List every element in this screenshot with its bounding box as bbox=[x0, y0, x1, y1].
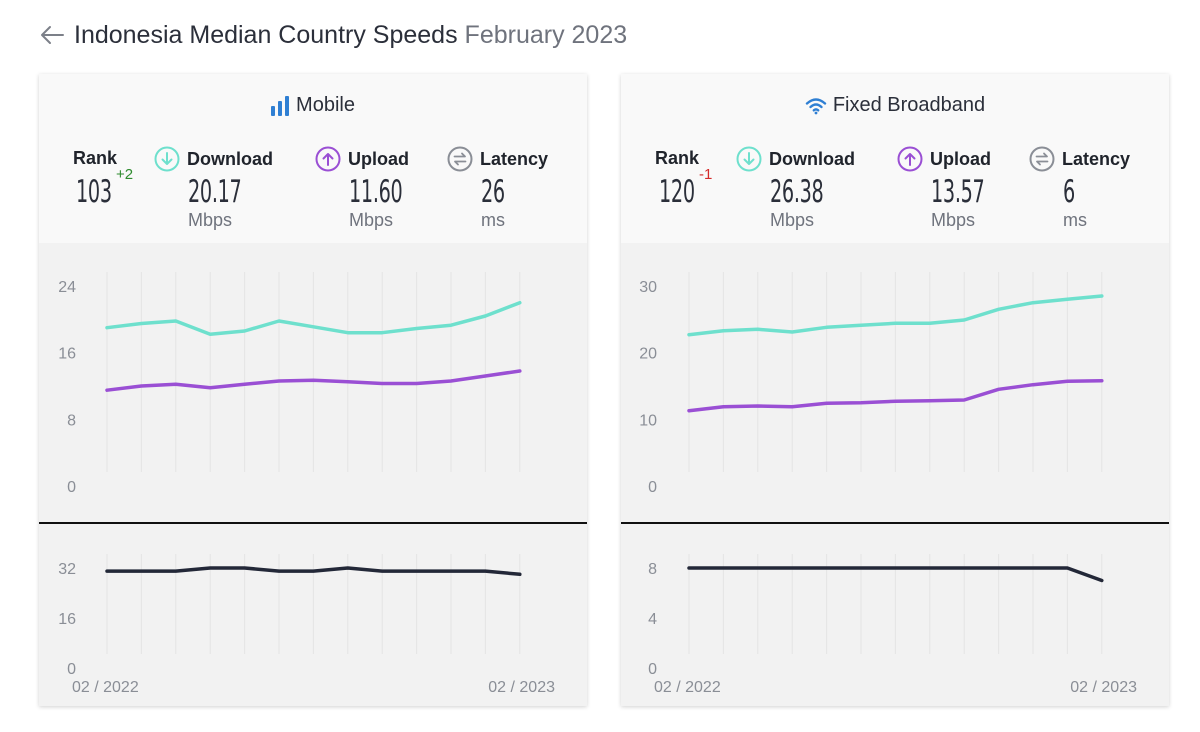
mobile-x-label-start: 02 / 2022 bbox=[72, 679, 139, 696]
mobile-latency-y-tick-label: 16 bbox=[58, 611, 76, 628]
broadband-title-text: Fixed Broadband bbox=[832, 94, 986, 116]
latency-label: Latency bbox=[1062, 148, 1131, 169]
broadband-rank: Rank 120 -1 bbox=[655, 146, 712, 211]
mobile-download: Download 20.17 Mbps bbox=[154, 146, 273, 230]
rank-delta: -1 bbox=[699, 166, 713, 183]
mobile-rank: Rank 103 +2 bbox=[73, 146, 133, 211]
broadband-latency-series-latency bbox=[687, 566, 1104, 583]
back-button[interactable] bbox=[38, 21, 66, 49]
page-title-country: Indonesia Median Country Speeds bbox=[74, 20, 458, 49]
broadband-latency: Latency 6 ms bbox=[1029, 146, 1131, 230]
broadband-speed-y-tick-label: 20 bbox=[639, 346, 657, 363]
download-value: 20.17 bbox=[188, 174, 242, 210]
latency-icon bbox=[447, 146, 473, 172]
mobile-speed-y-tick-label: 16 bbox=[58, 346, 76, 363]
upload-unit: Mbps bbox=[349, 210, 394, 230]
rank-label: Rank bbox=[655, 147, 700, 168]
broadband-latency-y-tick-label: 8 bbox=[648, 561, 657, 578]
rank-value: 120 bbox=[659, 174, 695, 210]
broadband-speed-y-tick-label: 30 bbox=[639, 279, 657, 296]
arrow-left-icon bbox=[41, 26, 64, 44]
broadband-speed-series-download bbox=[687, 294, 1104, 337]
mobile-upload: Upload 11.60 Mbps bbox=[315, 146, 409, 230]
broadband-latency-y-tick-label: 0 bbox=[648, 661, 657, 678]
page-header: Indonesia Median Country Speeds February… bbox=[38, 18, 627, 52]
download-value: 26.38 bbox=[770, 174, 824, 210]
broadband-x-label-end: 02 / 2023 bbox=[1070, 679, 1137, 696]
mobile-summary bbox=[39, 74, 587, 243]
upload-value: 11.60 bbox=[349, 174, 403, 210]
mobile-speed-y-tick-label: 0 bbox=[67, 479, 76, 496]
broadband-speed-series-upload bbox=[687, 378, 1104, 413]
mobile-latency-y-tick-label: 0 bbox=[67, 661, 76, 678]
download-icon bbox=[736, 146, 762, 172]
download-label: Download bbox=[187, 148, 273, 169]
signal-bars-icon bbox=[271, 95, 290, 116]
upload-label: Upload bbox=[348, 148, 409, 169]
broadband-upload: Upload 13.57 Mbps bbox=[897, 146, 991, 230]
latency-icon bbox=[1029, 146, 1055, 172]
mobile-speed-series-download bbox=[105, 300, 522, 337]
broadband-x-label-start: 02 / 2022 bbox=[654, 679, 721, 696]
broadband-download: Download 26.38 Mbps bbox=[736, 146, 855, 230]
rank-label: Rank bbox=[73, 147, 118, 168]
download-label: Download bbox=[769, 148, 855, 169]
latency-value: 26 bbox=[481, 174, 505, 210]
broadband-summary bbox=[621, 74, 1169, 243]
broadband-speed-y-tick-label: 0 bbox=[648, 479, 657, 496]
mobile-latency: Latency 26 ms bbox=[447, 146, 549, 230]
wifi-icon bbox=[805, 97, 827, 114]
upload-icon bbox=[315, 146, 341, 172]
upload-value: 13.57 bbox=[931, 174, 985, 210]
broadband-panel-title: Fixed Broadband bbox=[621, 94, 1169, 117]
mobile-speed-y-tick-label: 24 bbox=[58, 279, 76, 296]
rank-delta: +2 bbox=[116, 166, 134, 183]
mobile-panel-title: Mobile bbox=[39, 94, 587, 117]
latency-value: 6 bbox=[1063, 174, 1075, 210]
broadband-panel: Fixed Broadband Rank 120 -1 Download 26.… bbox=[621, 74, 1169, 706]
page-title-period: February 2023 bbox=[464, 20, 628, 49]
mobile-x-label-end: 02 / 2023 bbox=[488, 679, 555, 696]
download-unit: Mbps bbox=[188, 210, 233, 230]
rank-value: 103 bbox=[76, 174, 112, 210]
mobile-panel: Mobile Rank 103 +2 Download 20.17 Mbps U… bbox=[39, 74, 587, 706]
mobile-speed-series-upload bbox=[105, 369, 522, 392]
broadband-speed-y-tick-label: 10 bbox=[639, 412, 657, 429]
upload-icon bbox=[897, 146, 923, 172]
page-title: Indonesia Median Country Speeds February… bbox=[74, 21, 627, 50]
download-icon bbox=[154, 146, 180, 172]
latency-label: Latency bbox=[480, 148, 549, 169]
mobile-title-text: Mobile bbox=[296, 94, 355, 116]
upload-unit: Mbps bbox=[931, 210, 976, 230]
broadband-latency-y-tick-label: 4 bbox=[648, 611, 657, 628]
upload-label: Upload bbox=[930, 148, 991, 169]
download-unit: Mbps bbox=[770, 210, 815, 230]
latency-unit: ms bbox=[1063, 210, 1087, 230]
mobile-speed-y-tick-label: 8 bbox=[67, 412, 76, 429]
latency-unit: ms bbox=[481, 210, 505, 230]
mobile-latency-series-latency bbox=[105, 566, 522, 577]
mobile-latency-y-tick-label: 32 bbox=[58, 561, 76, 578]
